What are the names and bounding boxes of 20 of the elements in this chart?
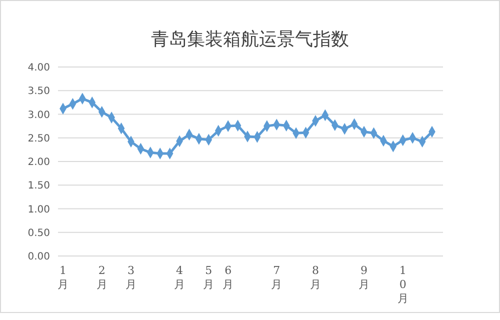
y-tick-label: 0.00	[28, 252, 50, 262]
x-tick-label: 7月	[271, 264, 282, 291]
x-tick-label: 2月	[96, 264, 108, 291]
y-tick-label: 2.00	[28, 157, 50, 168]
x-tick-label: 6月	[222, 264, 234, 291]
x-tick-label: 8月	[310, 264, 321, 291]
x-tick-label: 1月	[58, 264, 68, 291]
x-tick-label: 3月	[125, 264, 136, 291]
y-tick-label: 4.00	[28, 62, 50, 74]
y-tick-label: 3.00	[28, 110, 50, 121]
chart-title: 青岛集装箱航运景气指数	[151, 29, 349, 50]
x-tick-label: 9月	[358, 264, 370, 291]
y-tick-label: 1.50	[28, 180, 50, 192]
y-tick-label: 0.50	[28, 228, 50, 239]
y-tick-label: 1.00	[28, 204, 50, 216]
y-tick-label: 2.50	[28, 133, 50, 144]
x-tick-label: 5月	[203, 264, 214, 291]
x-tick-label: 4月	[174, 264, 186, 291]
y-tick-label: 3.50	[28, 86, 50, 98]
x-tick-label: 10月	[397, 264, 408, 305]
